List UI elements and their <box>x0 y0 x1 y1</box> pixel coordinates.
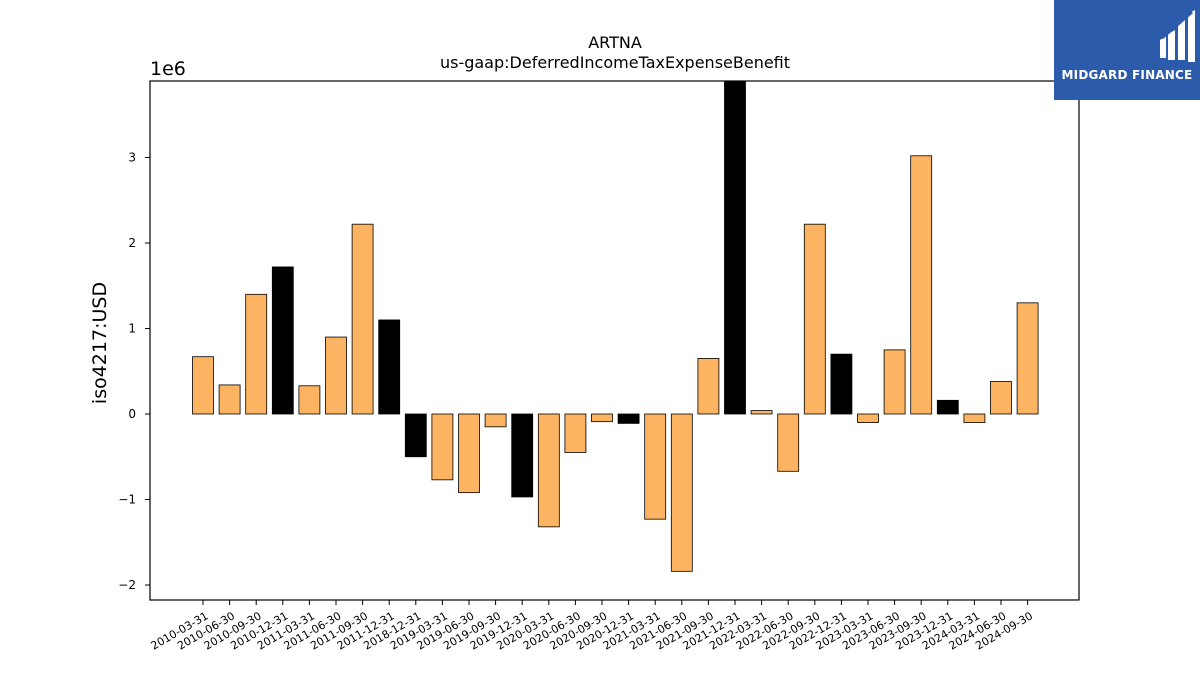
bars-group <box>192 80 1039 572</box>
bar-2010-06-30 <box>218 384 241 415</box>
bar-2011-06-30 <box>325 336 347 415</box>
bar-2019-09-30 <box>484 413 507 428</box>
bar-2024-06-30 <box>990 381 1012 415</box>
y-ticks-group: −2 −1 0 1 2 3 <box>118 151 150 592</box>
logo: MIDGARD FINANCE <box>1054 0 1200 100</box>
bar-2019-06-30 <box>458 413 480 494</box>
bar-2020-12-31 <box>617 413 640 424</box>
bar-2021-06-30 <box>670 413 693 572</box>
bar-2019-12-31 <box>511 413 534 498</box>
bar-2023-06-30 <box>883 349 906 415</box>
plot-frame <box>149 80 1080 601</box>
midgard-logo-icon <box>1160 10 1195 62</box>
y-tick-label: 1 <box>128 322 136 336</box>
chart-title: ARTNA <box>588 33 642 52</box>
y-tick-label: 3 <box>128 151 136 165</box>
bar-2011-09-30 <box>351 223 374 415</box>
bar-2020-03-31 <box>537 413 560 528</box>
y-tick-label: −1 <box>118 493 136 507</box>
bar-2024-09-30 <box>1016 302 1039 415</box>
y-offset-label: 1e6 <box>150 58 186 80</box>
y-tick-label: 0 <box>128 407 136 421</box>
bar-2021-03-31 <box>644 413 667 520</box>
bar-2011-03-31 <box>298 385 321 415</box>
bar-2020-09-30 <box>591 413 613 423</box>
x-ticks-group: 2010-03-312010-06-302010-09-302010-12-31… <box>149 600 1035 653</box>
bar-2024-03-31 <box>963 413 986 423</box>
bar-2018-12-31 <box>404 413 427 458</box>
bar-2021-12-31 <box>724 80 746 415</box>
bar-2022-03-31 <box>750 410 773 415</box>
bar-2010-12-31 <box>271 266 294 415</box>
bar-2022-09-30 <box>803 223 826 415</box>
bar-2022-06-30 <box>777 413 800 472</box>
bar-2020-06-30 <box>564 413 587 453</box>
bar-2010-03-31 <box>192 356 214 415</box>
bar-2022-12-31 <box>830 353 853 415</box>
bar-2010-09-30 <box>245 293 268 415</box>
logo-text: MIDGARD FINANCE <box>1061 68 1193 82</box>
chart-subtitle: us-gaap:DeferredIncomeTaxExpenseBenefit <box>440 53 790 72</box>
bar-2023-09-30 <box>910 155 933 415</box>
bar-2019-03-31 <box>431 413 454 481</box>
y-tick-label: −2 <box>118 578 136 592</box>
y-axis-label: iso4217:USD <box>89 282 111 404</box>
bar-2023-12-31 <box>936 399 959 415</box>
bar-2023-03-31 <box>857 413 879 423</box>
bar-2011-12-31 <box>378 319 401 415</box>
bar-2021-09-30 <box>697 358 720 415</box>
y-tick-label: 2 <box>128 236 136 250</box>
